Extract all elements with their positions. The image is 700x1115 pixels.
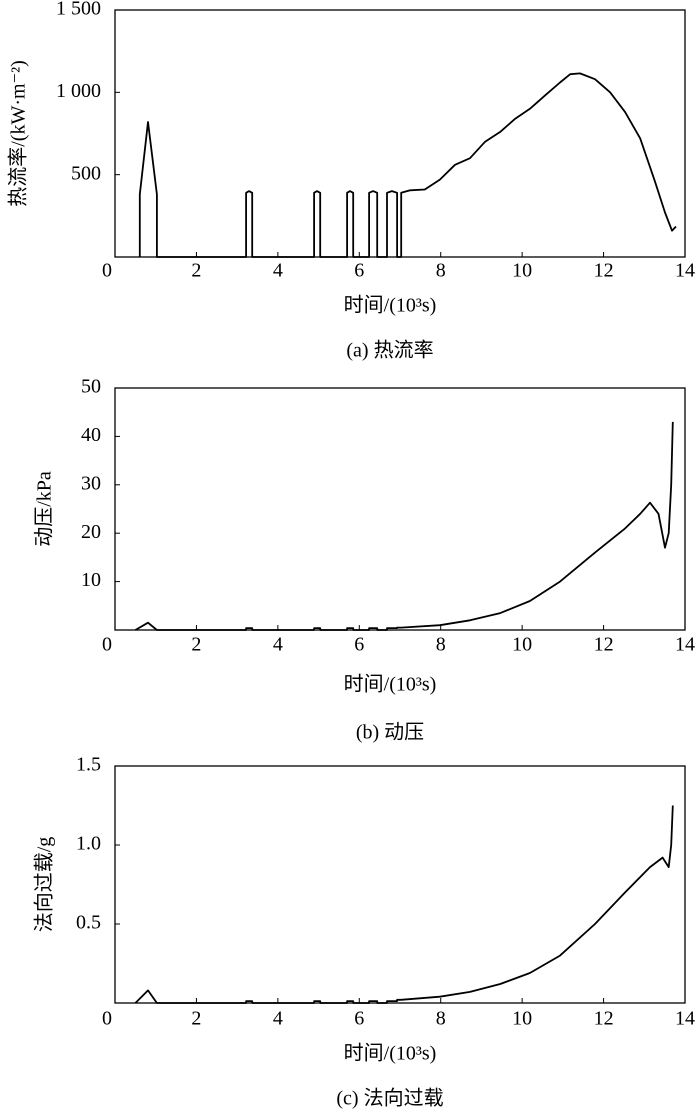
y-tick-label: 30 bbox=[81, 472, 101, 494]
x-tick-label: 12 bbox=[594, 260, 614, 282]
x-tick-label: 8 bbox=[436, 1008, 446, 1030]
y-tick-label: 1.0 bbox=[76, 833, 101, 855]
x-tick-label: 6 bbox=[354, 1008, 364, 1030]
y-tick-label: 0.5 bbox=[76, 912, 101, 934]
caption: (a) 热流率 bbox=[346, 339, 433, 362]
y-tick-label: 1 500 bbox=[56, 0, 101, 20]
x-tick-label: 0 bbox=[102, 1008, 112, 1030]
x-tick-label: 14 bbox=[675, 260, 695, 282]
x-tick-label: 14 bbox=[675, 1008, 695, 1030]
plot-frame bbox=[114, 387, 686, 631]
x-tick-label: 4 bbox=[273, 634, 283, 656]
x-tick-label: 10 bbox=[512, 260, 532, 282]
x-tick-label: 8 bbox=[436, 260, 446, 282]
x-tick-label: 6 bbox=[354, 260, 364, 282]
y-tick-label: 1.5 bbox=[76, 754, 101, 776]
x-tick-label: 4 bbox=[273, 260, 283, 282]
y-tick-label: 500 bbox=[71, 162, 101, 184]
x-tick-label: 4 bbox=[273, 1008, 283, 1030]
x-tick-label: 12 bbox=[594, 634, 614, 656]
x-tick-label: 6 bbox=[354, 634, 364, 656]
x-tick-label: 10 bbox=[512, 1008, 532, 1030]
plot-frame bbox=[114, 9, 686, 258]
x-tick-label: 2 bbox=[191, 260, 201, 282]
plot-frame bbox=[114, 765, 686, 1004]
y-axis-label: 法向过载/g bbox=[33, 837, 56, 933]
y-tick-label: 50 bbox=[81, 376, 101, 398]
y-tick-label: 40 bbox=[81, 424, 101, 446]
x-axis-label: 时间/(10³s) bbox=[344, 1042, 437, 1065]
x-axis-label: 时间/(10³s) bbox=[344, 294, 437, 317]
x-axis-label: 时间/(10³s) bbox=[344, 673, 437, 696]
x-tick-label: 14 bbox=[675, 634, 695, 656]
x-tick-label: 2 bbox=[191, 1008, 201, 1030]
data-line bbox=[134, 805, 674, 1004]
x-tick-label: 8 bbox=[436, 634, 446, 656]
data-line bbox=[134, 421, 674, 631]
y-axis-label: 动压/kPa bbox=[33, 471, 56, 547]
data-line bbox=[138, 72, 677, 258]
y-tick-label: 1 000 bbox=[56, 80, 101, 102]
y-axis-label: 热流率/(kW·m⁻²) bbox=[7, 60, 30, 207]
x-tick-label: 0 bbox=[102, 260, 112, 282]
caption: (c) 法向过载 bbox=[336, 1087, 443, 1110]
y-tick-label: 20 bbox=[81, 521, 101, 543]
y-tick-label: 10 bbox=[81, 569, 101, 591]
x-tick-label: 0 bbox=[102, 634, 112, 656]
caption: (b) 动压 bbox=[356, 721, 424, 744]
x-tick-label: 2 bbox=[191, 634, 201, 656]
x-tick-label: 12 bbox=[594, 1008, 614, 1030]
x-tick-label: 10 bbox=[512, 634, 532, 656]
